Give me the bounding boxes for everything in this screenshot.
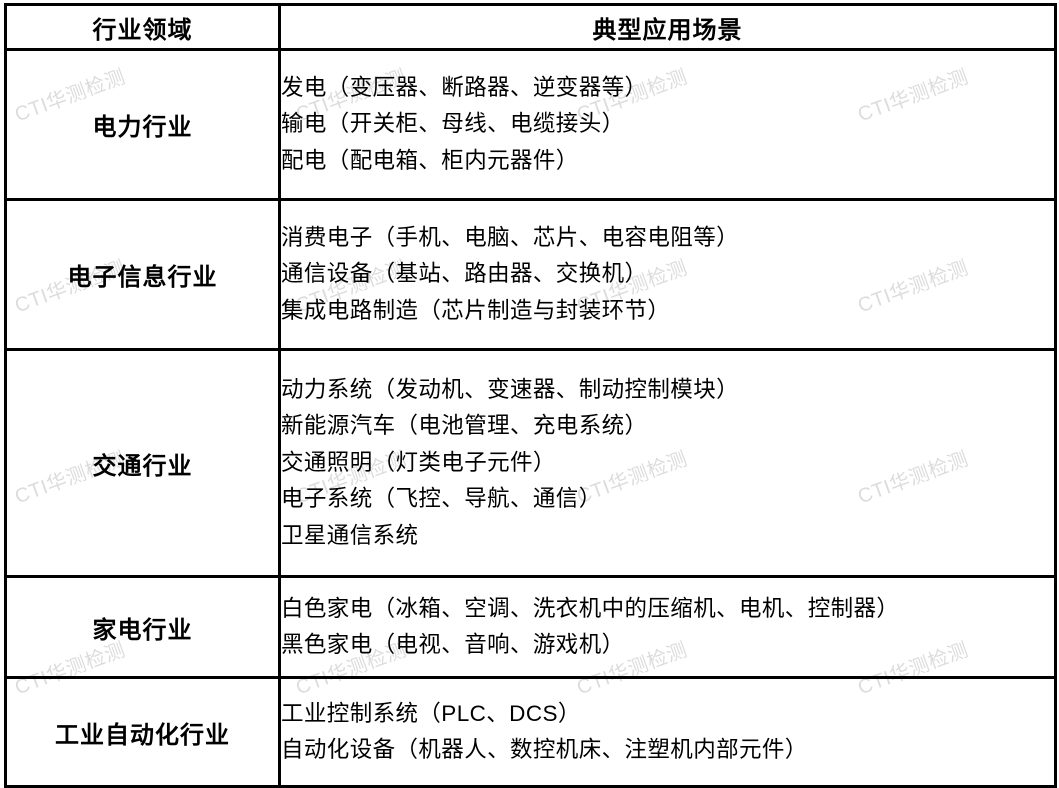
- scenario-cell-power: 发电（变压器、断路器、逆变器等） 输电（开关柜、母线、电缆接头） 配电（配电箱、…: [278, 48, 1057, 201]
- industry-label-transport: 交通行业: [4, 348, 281, 578]
- industry-label-electronics: 电子信息行业: [4, 198, 281, 351]
- table-row: 电力行业 发电（变压器、断路器、逆变器等） 输电（开关柜、母线、电缆接头） 配电…: [4, 48, 1057, 201]
- scenario-line: 通信设备（基站、路由器、交换机）: [281, 261, 648, 287]
- industry-label-automation: 工业自动化行业: [4, 676, 281, 788]
- column-header-industry: 行业领域: [4, 3, 281, 51]
- industry-label-power: 电力行业: [4, 48, 281, 201]
- scenario-line: 配电（配电箱、柜内元器件）: [281, 147, 579, 173]
- scenario-cell-appliance: 白色家电（冰箱、空调、洗衣机中的压缩机、电机、控制器） 黑色家电（电视、音响、游…: [278, 575, 1057, 679]
- industry-label-appliance: 家电行业: [4, 575, 281, 679]
- scenario-line: 工业控制系统（PLC、DCS）: [281, 700, 581, 726]
- column-header-scenario: 典型应用场景: [278, 3, 1057, 51]
- scenario-line: 输电（开关柜、母线、电缆接头）: [281, 111, 625, 137]
- scenario-line: 消费电子（手机、电脑、芯片、电容电阻等）: [281, 224, 740, 250]
- scenario-cell-electronics: 消费电子（手机、电脑、芯片、电容电阻等） 通信设备（基站、路由器、交换机） 集成…: [278, 198, 1057, 351]
- scenario-line: 电子系统（飞控、导航、通信）: [281, 486, 602, 512]
- industry-scenario-table: 行业领域 典型应用场景 电力行业 发电（变压器、断路器、逆变器等） 输电（开关柜…: [4, 3, 1057, 788]
- table-header: 行业领域 典型应用场景: [4, 3, 1057, 51]
- scenario-cell-transport: 动力系统（发动机、变速器、制动控制模块） 新能源汽车（电池管理、充电系统） 交通…: [278, 348, 1057, 578]
- scenario-line: 发电（变压器、断路器、逆变器等）: [281, 74, 648, 100]
- scenario-line: 集成电路制造（芯片制造与封装环节）: [281, 297, 671, 323]
- table-row: 工业自动化行业 工业控制系统（PLC、DCS） 自动化设备（机器人、数控机床、注…: [4, 676, 1057, 788]
- table-header-row: 行业领域 典型应用场景: [4, 3, 1057, 51]
- scenario-line: 卫星通信系统: [281, 522, 419, 548]
- table-row: 电子信息行业 消费电子（手机、电脑、芯片、电容电阻等） 通信设备（基站、路由器、…: [4, 198, 1057, 351]
- scenario-line: 交通照明（灯类电子元件）: [281, 449, 556, 475]
- scenario-cell-automation: 工业控制系统（PLC、DCS） 自动化设备（机器人、数控机床、注塑机内部元件）: [278, 676, 1057, 788]
- scenario-line: 黑色家电（电视、音响、游戏机）: [281, 632, 625, 657]
- table-body: 电力行业 发电（变压器、断路器、逆变器等） 输电（开关柜、母线、电缆接头） 配电…: [4, 48, 1057, 788]
- table-row: 交通行业 动力系统（发动机、变速器、制动控制模块） 新能源汽车（电池管理、充电系…: [4, 348, 1057, 578]
- table-row: 家电行业 白色家电（冰箱、空调、洗衣机中的压缩机、电机、控制器） 黑色家电（电视…: [4, 575, 1057, 679]
- industry-scenario-table-container: 行业领域 典型应用场景 电力行业 发电（变压器、断路器、逆变器等） 输电（开关柜…: [4, 3, 1057, 788]
- scenario-line: 自动化设备（机器人、数控机床、注塑机内部元件）: [281, 737, 808, 762]
- scenario-line: 白色家电（冰箱、空调、洗衣机中的压缩机、电机、控制器）: [281, 595, 900, 621]
- scenario-line: 新能源汽车（电池管理、充电系统）: [281, 413, 648, 439]
- scenario-line: 动力系统（发动机、变速器、制动控制模块）: [281, 376, 740, 402]
